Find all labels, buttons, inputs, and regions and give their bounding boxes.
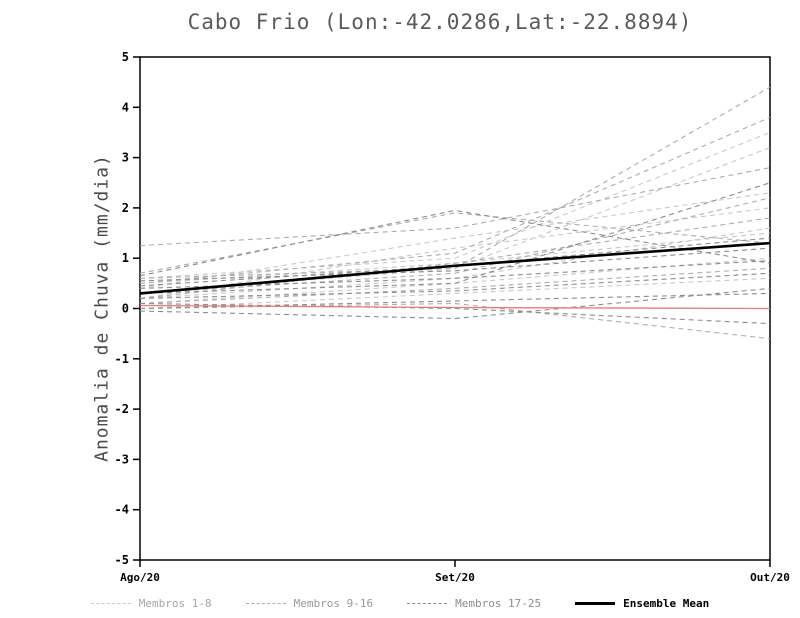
x-tick-label: Ago/20 [120,571,160,584]
legend: Membros 1-8 Membros 9-16 Membros 17-25 Ense… [0,597,800,610]
y-tick-label: 4 [122,100,129,114]
ensemble-mean-line [139,241,771,295]
legend-item-label: Membros 1-8 [138,597,212,610]
legend-item: Membros 1-8 [90,597,212,610]
y-tick-label: 1 [122,251,129,265]
member-line [139,192,771,289]
member-line [139,302,771,340]
legend-item-label: Membros 9-16 [293,597,374,610]
y-tick-label: -4 [115,503,129,517]
reference-line [139,304,771,310]
legend-item-label: Ensemble Mean [623,597,710,610]
y-tick-label: 2 [122,201,129,215]
legend-solid-line-sample [575,602,616,605]
member-line [139,247,771,282]
legend-item: Ensemble Mean [575,597,709,610]
y-tick-label: 0 [122,302,129,316]
member-line [139,302,771,325]
member-line [139,197,771,294]
y-tick-label: -5 [115,553,129,567]
y-tick-label: 3 [122,151,129,165]
y-tick-label: -2 [115,402,129,416]
x-tick-label: Set/20 [435,571,475,584]
member-line [139,212,771,274]
member-line [139,277,771,310]
y-tick-label: -1 [115,352,129,366]
member-line [139,267,771,305]
member-line [139,292,771,310]
member-line [139,182,771,294]
member-line [139,260,771,289]
member-line [139,217,771,299]
chart-title: Cabo Frio (Lon:-42.0286,Lat:-22.8894) [187,10,693,34]
member-line [139,209,771,277]
member-line [139,287,771,320]
x-tick-label: Out/20 [750,571,790,584]
legend-dashed-line-sample [407,603,448,604]
member-line [139,167,771,247]
member-line [139,207,771,299]
legend-item: Membros 17-25 [407,597,541,610]
y-tick-label: -3 [115,452,129,466]
member-line [139,116,771,284]
legend-dashed-line-sample [90,603,131,604]
legend-item: Membros 9-16 [245,597,374,610]
legend-dashed-line-sample [245,603,286,604]
member-line [139,86,771,279]
y-tick-label: 5 [122,50,129,64]
member-line [139,131,771,279]
legend-item-label: Membros 17-25 [455,597,542,610]
member-line [139,272,771,299]
